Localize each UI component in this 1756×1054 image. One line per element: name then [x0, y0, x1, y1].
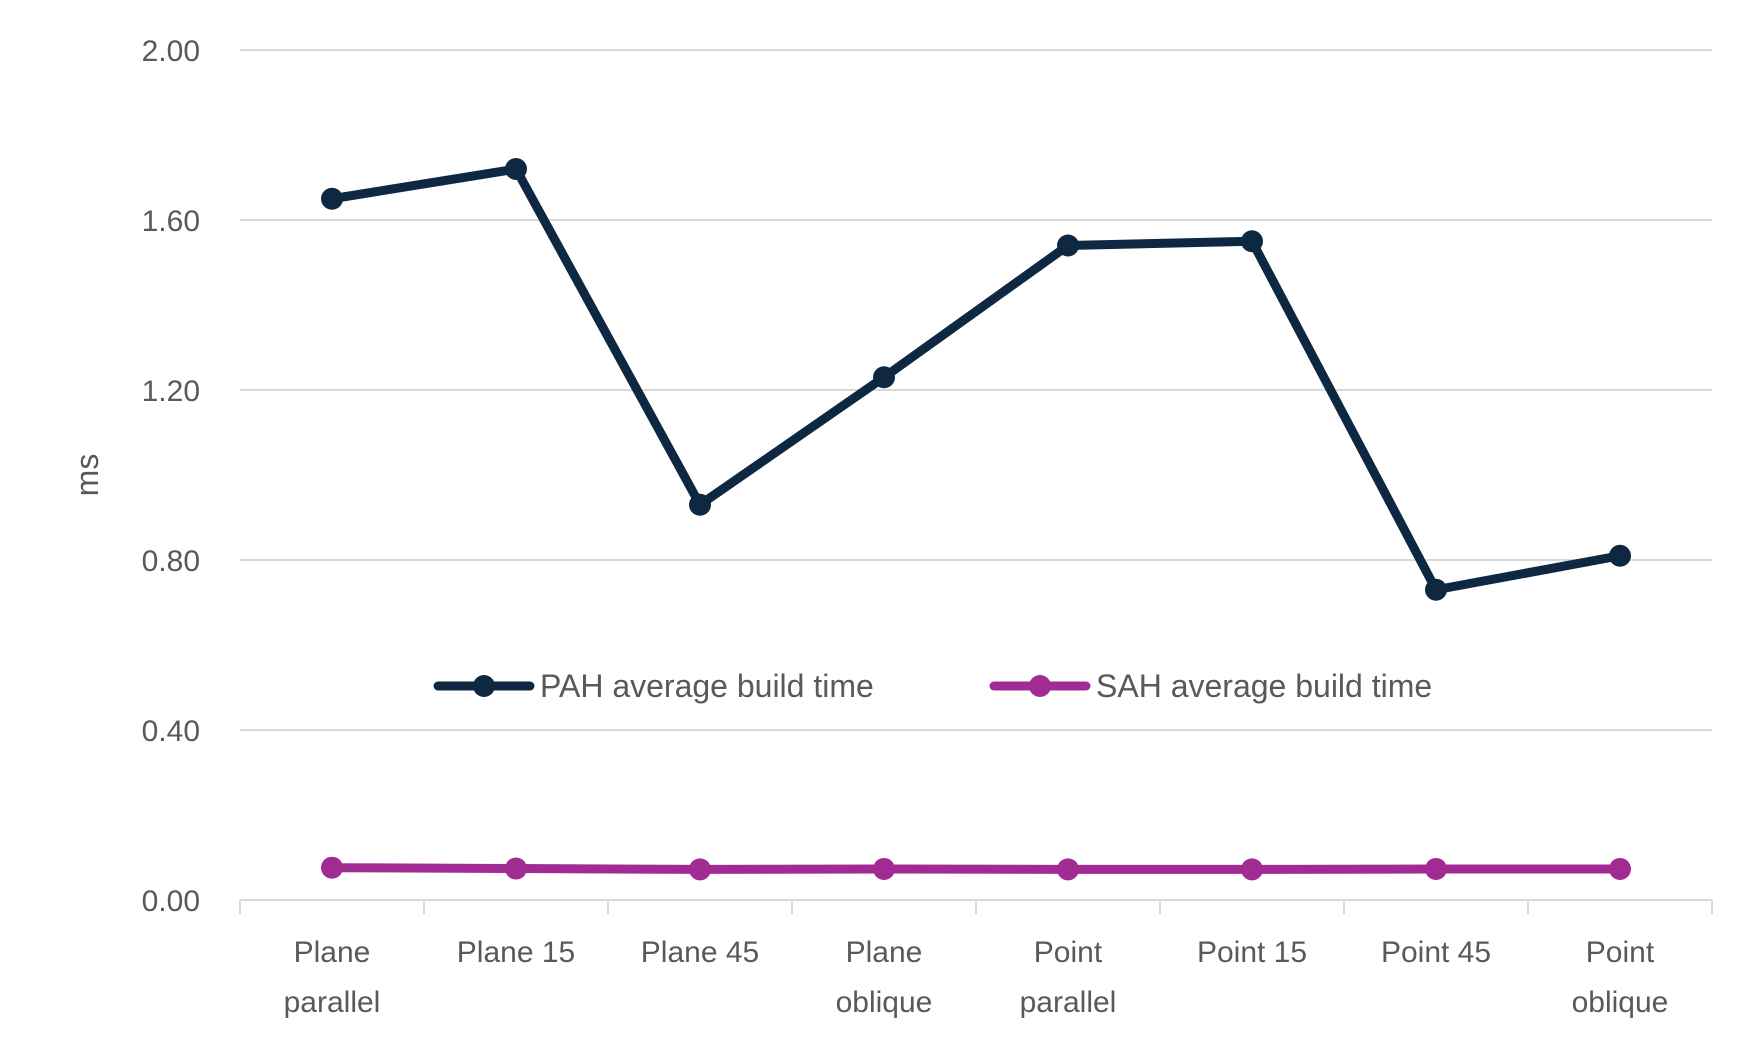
- legend: PAH average build time SAH average build …: [433, 668, 1432, 704]
- y-tick-label: 1.20: [142, 375, 200, 408]
- legend-swatch-marker: [473, 675, 495, 697]
- x-tick-label-line: Point 15: [1197, 936, 1307, 969]
- x-tick-label-line: Point: [1034, 936, 1103, 969]
- data-point: [1241, 230, 1263, 253]
- x-tick-label: Plane 15: [457, 936, 575, 969]
- x-tick-label-line: parallel: [1020, 986, 1117, 1019]
- data-point: [689, 493, 711, 516]
- data-point: [873, 366, 895, 389]
- x-axis: [239, 899, 1713, 914]
- data-point: [321, 856, 343, 879]
- data-point: [1609, 544, 1631, 567]
- x-tick-label: Plane oblique: [836, 936, 933, 1019]
- grid-lines: [240, 49, 1712, 731]
- y-tick-label: 0.00: [142, 885, 200, 918]
- data-point: [505, 857, 527, 880]
- y-axis-title: ms: [69, 454, 105, 497]
- legend-label: SAH average build time: [1096, 668, 1432, 704]
- data-point: [873, 857, 895, 880]
- x-tick-label-line: Point 45: [1381, 936, 1491, 969]
- x-tick-label: Point 45: [1381, 936, 1491, 969]
- x-tick-label-line: oblique: [1572, 986, 1669, 1019]
- x-tick-label-line: Point: [1586, 936, 1655, 969]
- data-point: [1425, 857, 1447, 880]
- y-tick-label: 1.60: [142, 205, 200, 238]
- x-axis-tick-labels: Plane parallel Plane 15 Plane 45 Plane obliqu…: [284, 936, 1669, 1019]
- data-point: [1057, 234, 1079, 257]
- y-axis-tick-labels: 0.00 0.40 0.80 1.20 1.60 2.00: [142, 35, 200, 918]
- x-tick-label: Plane parallel: [284, 936, 381, 1019]
- x-tick-label-line: Plane 15: [457, 936, 575, 969]
- legend-item: SAH average build time: [989, 668, 1432, 704]
- x-tick-label-line: Plane 45: [641, 936, 759, 969]
- series-line: [327, 164, 1625, 595]
- legend-swatch-marker: [1029, 675, 1051, 697]
- legend-label: PAH average build time: [540, 668, 874, 704]
- data-point: [689, 858, 711, 881]
- x-tick-label: Point oblique: [1572, 936, 1669, 1019]
- y-tick-label: 0.40: [142, 715, 200, 748]
- y-tick-label: 0.80: [142, 545, 200, 578]
- series-2: [321, 856, 1631, 881]
- x-tick-label-line: parallel: [284, 986, 381, 1019]
- series-line: [327, 863, 1625, 874]
- x-tick-label-line: oblique: [836, 986, 933, 1019]
- data-point: [321, 187, 343, 210]
- data-point: [1425, 578, 1447, 601]
- x-tick-label-line: Plane: [294, 936, 371, 969]
- data-point: [1609, 857, 1631, 880]
- data-point: [1241, 858, 1263, 881]
- legend-item: PAH average build time: [433, 668, 874, 704]
- y-tick-label: 2.00: [142, 35, 200, 68]
- x-tick-label: Point 15: [1197, 936, 1307, 969]
- x-tick-label: Point parallel: [1020, 936, 1117, 1019]
- x-tick-label: Plane 45: [641, 936, 759, 969]
- x-tick-label-line: Plane: [846, 936, 923, 969]
- data-point: [1057, 858, 1079, 881]
- data-point: [505, 158, 527, 180]
- series-layer: [321, 158, 1631, 881]
- series-1: [321, 158, 1631, 601]
